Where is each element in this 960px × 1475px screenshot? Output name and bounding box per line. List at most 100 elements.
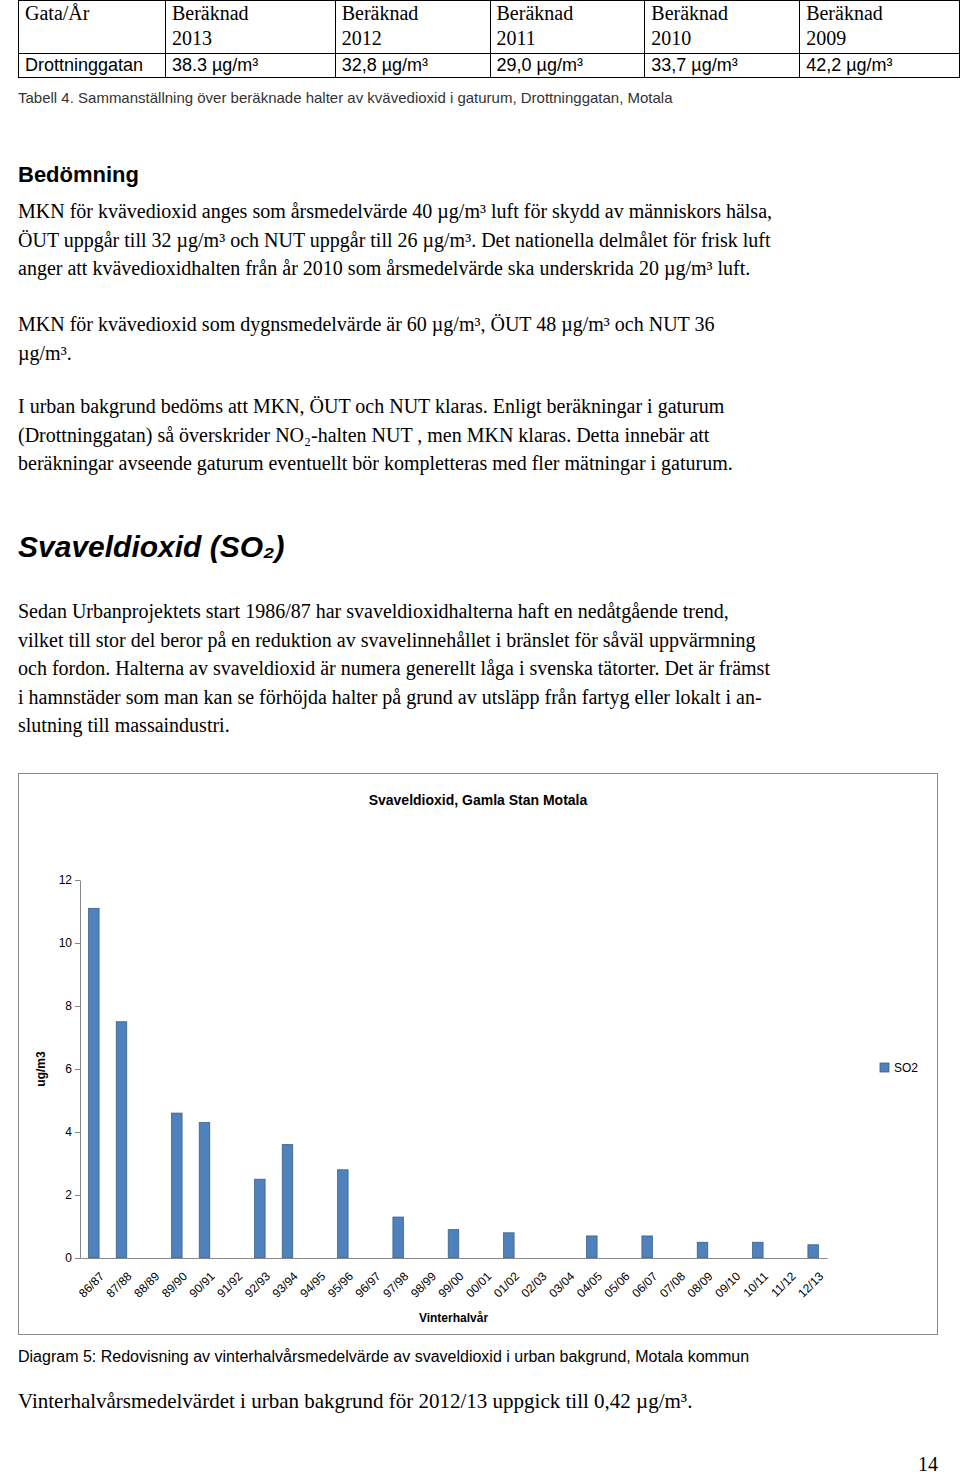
table-header-cell: Beräknad 2011 [490,1,645,54]
y-tick: 12 [59,873,80,887]
table-header-cell: Beräknad 2010 [645,1,800,54]
bar [642,1236,653,1258]
y-axis: 0 2 4 6 8 10 12 [59,873,81,1265]
x-tick-label: 03/04 [546,1269,577,1300]
x-tick-label: 91/92 [214,1269,245,1300]
x-tick: 00/01 [463,1269,494,1300]
x-tick: 89/90 [159,1269,190,1300]
x-tick-label: 87/88 [104,1269,135,1300]
x-tick: 07/08 [657,1269,688,1300]
table-header-cell: Beräknad 2009 [800,1,960,54]
y-tick: 2 [65,1188,80,1202]
legend-item: SO2 [880,1061,918,1075]
y-tick-label: 8 [65,999,72,1013]
x-tick-label: 11/12 [768,1269,799,1300]
paragraph-line: och fordon. Halterna av svaveldioxid är … [18,656,770,680]
page-number: 14 [918,1452,938,1475]
bar [199,1123,210,1258]
bar [808,1245,819,1258]
x-tick: 10/11 [741,1269,772,1300]
bar [448,1230,459,1258]
x-tick: 87/88 [104,1269,135,1300]
axis-line [80,881,81,1259]
x-tick: 92/93 [242,1269,273,1300]
y-tick-label: 12 [59,873,73,887]
x-tick-label: 86/87 [76,1269,107,1300]
table-header-row: Gata/ÅrBeräknad 2013Beräknad 2012Beräkna… [19,1,960,54]
x-tick: 95/96 [325,1269,356,1300]
x-tick-label: 94/95 [297,1269,328,1300]
table-header-cell: Gata/År [19,1,166,54]
table-cell: 42,2 µg/m³ [800,54,960,78]
chart-caption: Diagram 5: Redovisning av vinterhalvårsm… [18,1347,749,1367]
table-cell: Drottninggatan [19,54,166,78]
x-tick-label: 97/98 [380,1269,411,1300]
x-tick: 88/89 [131,1269,162,1300]
x-tick-label: 99/00 [436,1269,467,1300]
bar [282,1145,293,1258]
table-cell: 38.3 µg/m³ [165,54,335,78]
table-header-cell: Beräknad 2013 [165,1,335,54]
y-tick-mark [75,1195,80,1196]
paragraph-line: slutning till massaindustri. [18,713,230,737]
y-tick: 10 [59,936,80,950]
table-row: Drottninggatan38.3 µg/m³32,8 µg/m³29,0 µ… [19,54,960,78]
legend-swatch [880,1063,889,1072]
x-tick: 91/92 [214,1269,245,1300]
x-axis: 86/8787/8888/8989/9090/9191/9292/9393/94… [76,1259,828,1301]
x-tick: 09/10 [712,1269,743,1300]
bar [255,1179,266,1258]
y-tick-mark [75,1258,80,1259]
x-tick: 04/05 [574,1269,605,1300]
x-tick: 98/99 [408,1269,439,1300]
table-cell: 32,8 µg/m³ [335,54,490,78]
paragraph-line: vilket till stor del beror på en redukti… [18,628,756,652]
x-tick-label: 06/07 [629,1269,660,1300]
paragraph-line: i hamnstäder som man kan se förhöjda hal… [18,685,762,709]
bar [116,1022,127,1258]
paragraph-line: I urban bakgrund bedöms att MKN, ÖUT och… [18,394,724,418]
y-tick: 6 [65,1062,80,1076]
legend-label: SO2 [894,1061,918,1075]
y-axis-title: ug/m3 [34,1051,48,1087]
y-tick: 4 [65,1125,80,1139]
x-tick-label: 92/93 [242,1269,273,1300]
y-tick-mark [75,880,80,881]
paragraph-line: anger att kvävedioxidhalten från år 2010… [18,256,750,280]
chart-title: Svaveldioxid, Gamla Stan Motala [369,792,588,808]
x-tick-label: 07/08 [657,1269,688,1300]
section-heading: Svaveldioxid (SO₂) [18,530,285,564]
table-caption: Tabell 4. Sammanställning över beräknade… [18,88,673,107]
bar [172,1113,183,1258]
x-tick-label: 98/99 [408,1269,439,1300]
paragraph-line: MKN för kvävedioxid som dygnsmedelvärde … [18,312,714,336]
x-tick-label: 04/05 [574,1269,605,1300]
x-tick-label: 10/11 [741,1269,772,1300]
paragraph-line: (Drottninggatan) så överskrider NO₂-halt… [18,423,709,447]
legend: SO2 [880,1061,918,1075]
closing-text: Vinterhalvårsmedelvärdet i urban bakgrun… [18,1389,692,1414]
bar [587,1236,598,1258]
chart: Svaveldioxid, Gamla Stan Motala 0 2 4 6 8 10 12… [18,773,938,1335]
paragraph-line: µg/m³. [18,341,72,365]
x-tick: 96/97 [353,1269,384,1300]
y-tick: 0 [65,1251,80,1265]
x-tick: 05/06 [602,1269,633,1300]
x-tick: 94/95 [297,1269,328,1300]
y-tick-label: 2 [65,1188,72,1202]
x-tick: 02/03 [519,1269,550,1300]
paragraph-line: beräkningar avseende gaturum eventuellt … [18,451,733,475]
y-tick: 8 [65,999,80,1013]
x-tick: 12/13 [795,1269,826,1300]
x-tick: 93/94 [270,1269,301,1300]
x-axis-title: Vinterhalvår [419,1311,488,1325]
table: Gata/ÅrBeräknad 2013Beräknad 2012Beräkna… [18,0,960,78]
x-tick: 06/07 [629,1269,660,1300]
bar [504,1233,515,1258]
y-tick-label: 10 [59,936,73,950]
x-tick: 11/12 [768,1269,799,1300]
y-tick-label: 6 [65,1062,72,1076]
paragraph-line: ÖUT uppgår till 32 µg/m³ och NUT uppgår … [18,228,771,252]
bar [89,908,100,1258]
x-tick-label: 95/96 [325,1269,356,1300]
